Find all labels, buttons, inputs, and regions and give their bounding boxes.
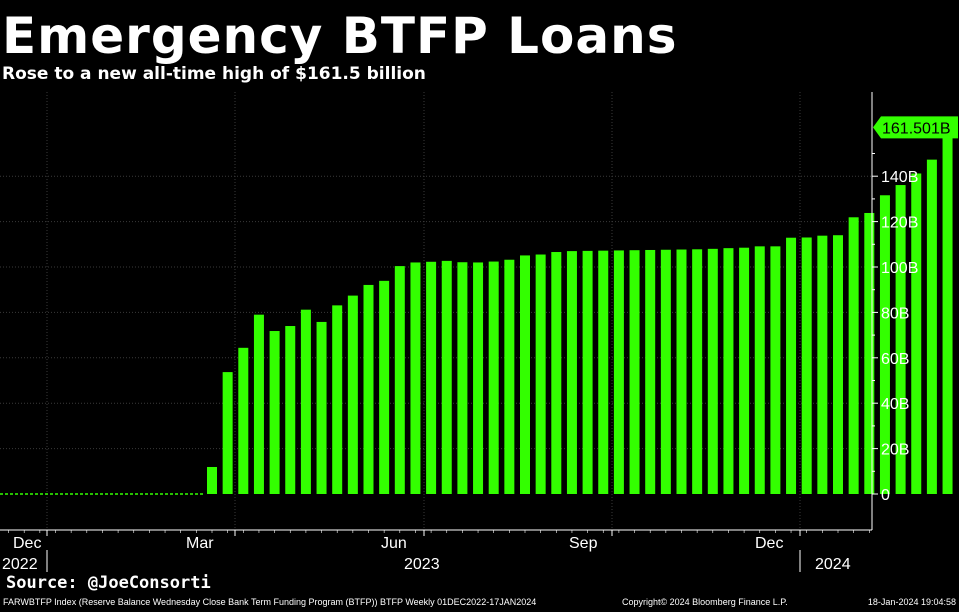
x-month-label: Sep bbox=[569, 535, 598, 552]
bar bbox=[942, 127, 953, 495]
timestamp: 18-Jan-2024 19:04:58 bbox=[867, 597, 956, 607]
bar bbox=[723, 248, 734, 494]
bar bbox=[613, 250, 624, 494]
bar bbox=[269, 331, 280, 494]
x-month-label: Dec bbox=[13, 535, 41, 552]
bar bbox=[363, 284, 374, 494]
bar bbox=[629, 250, 640, 494]
bar bbox=[394, 266, 405, 494]
bar bbox=[379, 280, 390, 494]
bar bbox=[911, 173, 922, 494]
bar bbox=[739, 247, 750, 494]
y-tick-label: 0 bbox=[881, 487, 890, 504]
bar bbox=[488, 261, 499, 494]
bar bbox=[817, 235, 828, 494]
bar bbox=[645, 249, 656, 494]
y-tick-label: 140B bbox=[881, 169, 918, 186]
bar bbox=[207, 466, 217, 494]
bar bbox=[566, 251, 577, 494]
bar bbox=[300, 309, 311, 494]
bar bbox=[473, 262, 484, 494]
index-description: FARWBTFP Index (Reserve Balance Wednesda… bbox=[3, 597, 537, 607]
bar bbox=[707, 248, 718, 494]
source-credit: Source: @JoeConsorti bbox=[6, 573, 211, 593]
bar bbox=[222, 372, 233, 494]
y-tick-label: 60B bbox=[881, 351, 909, 368]
page-subtitle: Rose to a new all-time high of $161.5 bi… bbox=[2, 64, 426, 84]
copyright-text: Copyright© 2024 Bloomberg Finance L.P. bbox=[622, 597, 788, 607]
bar bbox=[848, 217, 859, 495]
y-tick-label: 40B bbox=[881, 396, 909, 413]
bar bbox=[692, 249, 703, 494]
bar bbox=[316, 321, 327, 494]
bar bbox=[551, 252, 562, 494]
bar bbox=[426, 261, 437, 494]
bar bbox=[332, 305, 343, 494]
bar bbox=[895, 185, 906, 495]
bar bbox=[754, 246, 765, 494]
bar bbox=[238, 347, 249, 494]
bar bbox=[864, 212, 875, 494]
bar bbox=[801, 237, 812, 495]
last-value-label: 161.501B bbox=[882, 120, 951, 137]
bar bbox=[660, 249, 671, 494]
bar bbox=[535, 254, 546, 494]
bar bbox=[347, 295, 358, 494]
bar bbox=[833, 235, 843, 494]
y-tick-label: 80B bbox=[881, 305, 909, 322]
last-value-tag bbox=[873, 116, 958, 139]
x-month-label: Jun bbox=[381, 535, 407, 552]
x-year-label: 2023 bbox=[404, 556, 440, 573]
page-title: Emergency BTFP Loans bbox=[2, 7, 678, 65]
x-year-label: 2024 bbox=[815, 556, 851, 573]
bar bbox=[786, 237, 797, 495]
bar bbox=[441, 260, 452, 494]
bar bbox=[410, 262, 421, 494]
bar bbox=[770, 246, 781, 494]
y-tick-label: 20B bbox=[881, 442, 909, 459]
y-tick-label: 120B bbox=[881, 215, 918, 232]
y-tick-label: 100B bbox=[881, 260, 918, 277]
bar bbox=[879, 195, 890, 494]
bar bbox=[520, 255, 530, 494]
x-year-label: 2022 bbox=[2, 556, 38, 573]
bar bbox=[285, 326, 296, 494]
bar bbox=[926, 159, 937, 494]
bar bbox=[504, 259, 515, 494]
bar bbox=[582, 250, 593, 494]
bar bbox=[676, 249, 687, 494]
bar bbox=[598, 250, 609, 494]
x-month-label: Mar bbox=[186, 535, 214, 552]
x-month-label: Dec bbox=[755, 535, 783, 552]
bar bbox=[253, 314, 264, 494]
bar bbox=[457, 262, 468, 494]
